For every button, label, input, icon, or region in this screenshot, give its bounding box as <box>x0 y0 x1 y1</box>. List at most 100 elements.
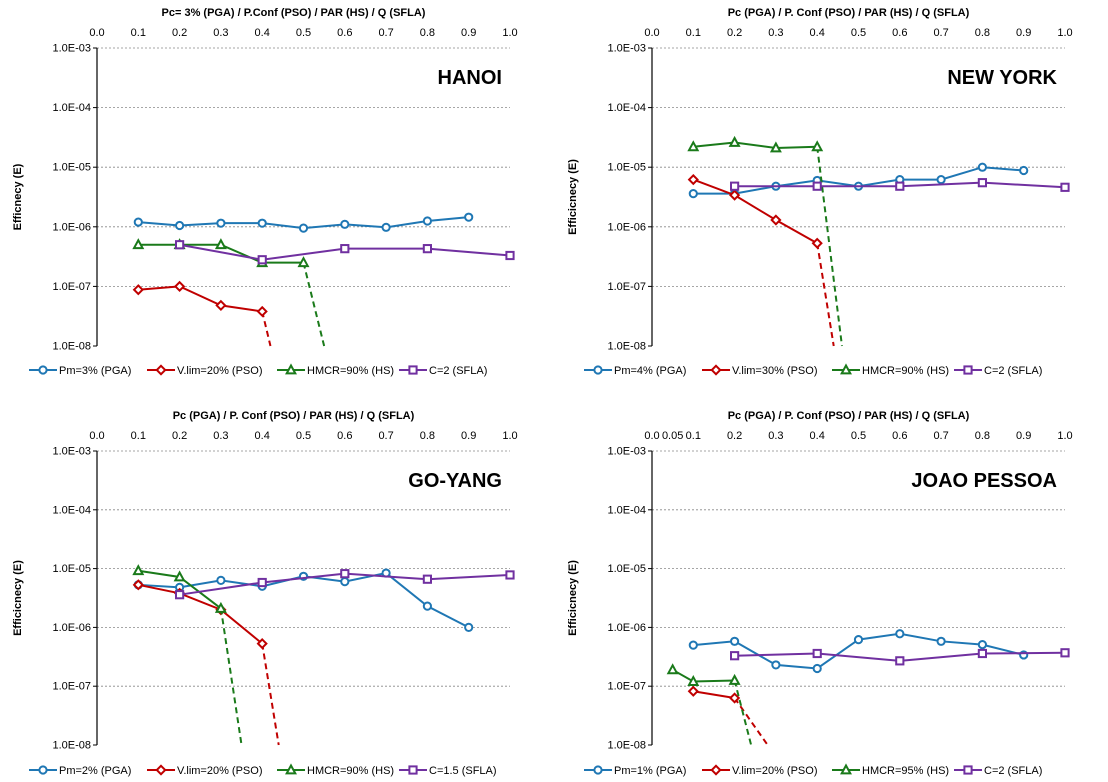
legend: Pm=1% (PGA) V.lim=20% (PSO) HMCR=95% (HS) C… <box>584 763 1042 777</box>
legend-marker <box>408 365 418 375</box>
y-axis-title: Efficicnecy (E) <box>567 560 579 636</box>
x-tick-label: 0.05 <box>662 430 683 442</box>
x-tick-label: 0.3 <box>768 27 783 39</box>
x-tick-label: 0.0 <box>89 430 104 442</box>
data-point <box>422 244 432 254</box>
series-line <box>138 285 263 313</box>
x-tick-label: 1.0 <box>502 27 517 39</box>
x-tick-label: 1.0 <box>502 430 517 442</box>
y-tick-label: 1.0E-04 <box>607 102 646 114</box>
y-axis-title: Efficnecy (E) <box>12 163 24 230</box>
data-point <box>340 569 350 579</box>
data-point <box>505 570 515 580</box>
x-axis-title: Pc (PGA) / P. Conf (PSO) / PAR (HS) / Q … <box>728 410 970 422</box>
x-tick-label: 0.2 <box>172 430 187 442</box>
x-tick-label: 0.0 <box>644 430 659 442</box>
y-tick-label: 1.0E-05 <box>52 162 91 174</box>
series-pso <box>687 173 835 347</box>
data-point <box>257 577 267 588</box>
x-tick-label: 0.4 <box>255 27 270 39</box>
y-tick-label: 1.0E-06 <box>607 221 646 233</box>
x-tick-label: 0.4 <box>810 27 825 39</box>
x-tick-label: 0.7 <box>933 430 948 442</box>
chart-title: JOAO PESSOA <box>911 470 1057 492</box>
x-tick-label: 0.1 <box>131 430 146 442</box>
data-point <box>132 238 145 250</box>
x-tick-label: 0.1 <box>686 430 701 442</box>
data-point <box>1019 165 1029 176</box>
data-point <box>977 639 988 650</box>
series-dropoff-line <box>733 680 753 746</box>
x-tick-label: 0.6 <box>337 27 352 39</box>
data-point <box>895 656 905 666</box>
legend-marker <box>963 365 973 375</box>
x-tick-label: 0.5 <box>296 430 311 442</box>
series-hs <box>666 663 753 746</box>
data-point <box>214 601 227 613</box>
x-tick-label: 0.6 <box>892 430 907 442</box>
data-point <box>256 637 268 650</box>
y-tick-label: 1.0E-08 <box>607 740 646 752</box>
legend-label: Pm=1% (PGA) <box>614 765 686 777</box>
legend-marker <box>593 765 603 775</box>
series-dropoff-line <box>816 146 843 347</box>
legend: Pm=3% (PGA) V.lim=20% (PSO) HMCR=90% (HS) C… <box>29 363 487 377</box>
y-tick-label: 1.0E-08 <box>52 740 91 752</box>
data-point <box>175 240 185 250</box>
y-tick-label: 1.0E-08 <box>52 341 91 353</box>
y-tick-label: 1.0E-06 <box>607 622 646 634</box>
x-tick-label: 0.2 <box>727 27 742 39</box>
y-tick-label: 1.0E-08 <box>607 341 646 353</box>
x-tick-label: 0.8 <box>975 430 990 442</box>
data-point <box>730 636 740 646</box>
x-tick-label: 0.9 <box>1016 430 1031 442</box>
data-point <box>853 635 864 645</box>
data-point <box>977 178 987 188</box>
x-axis-title: Pc (PGA) / P. Conf (PSO) / PAR (HS) / Q … <box>173 410 415 422</box>
data-point <box>422 601 432 611</box>
data-point <box>464 622 474 633</box>
x-tick-label: 0.1 <box>686 27 701 39</box>
data-point <box>688 640 698 650</box>
y-tick-label: 1.0E-07 <box>607 681 646 693</box>
data-point <box>977 648 987 659</box>
x-tick-label: 0.9 <box>461 27 476 39</box>
legend-label: Pm=2% (PGA) <box>59 765 131 777</box>
chart-panel-2: 1.0E-08 1.0E-07 1.0E-06 1.0E-05 1.0E-04 1.0E-… <box>567 7 1073 377</box>
series-sfla <box>175 240 515 265</box>
legend-marker <box>408 765 418 775</box>
data-point <box>256 305 268 318</box>
data-point <box>340 219 350 229</box>
data-point <box>936 636 946 646</box>
legend-marker <box>710 364 722 376</box>
y-tick-label: 1.0E-05 <box>607 162 646 174</box>
legend: Pm=4% (PGA) V.lim=30% (PSO) HMCR=90% (HS) C… <box>584 363 1042 377</box>
x-tick-label: 0.3 <box>213 27 228 39</box>
series-line <box>138 571 470 629</box>
x-tick-label: 0.5 <box>296 27 311 39</box>
legend-label: V.lim=20% (PSO) <box>732 765 818 777</box>
legend-label: C=2 (SFLA) <box>984 765 1042 777</box>
data-point <box>812 663 822 674</box>
x-tick-label: 0.0 <box>644 27 659 39</box>
legend-marker <box>38 365 48 375</box>
y-tick-label: 1.0E-03 <box>52 446 91 458</box>
data-point <box>464 212 474 222</box>
data-point <box>770 214 782 226</box>
legend-marker <box>840 763 852 775</box>
series-dropoff-line <box>733 697 769 746</box>
series-pga <box>133 212 474 233</box>
legend-marker <box>710 764 722 776</box>
x-tick-label: 0.3 <box>213 430 228 442</box>
data-point <box>422 574 432 584</box>
data-point <box>730 181 740 191</box>
data-point <box>728 189 741 201</box>
y-tick-label: 1.0E-07 <box>52 281 91 293</box>
series-pso <box>132 579 280 746</box>
series-pso <box>132 280 272 347</box>
data-point <box>811 237 823 249</box>
series-hs <box>687 135 843 347</box>
data-point <box>728 673 741 685</box>
series-dropoff-line <box>816 243 835 347</box>
y-tick-label: 1.0E-05 <box>607 563 646 575</box>
